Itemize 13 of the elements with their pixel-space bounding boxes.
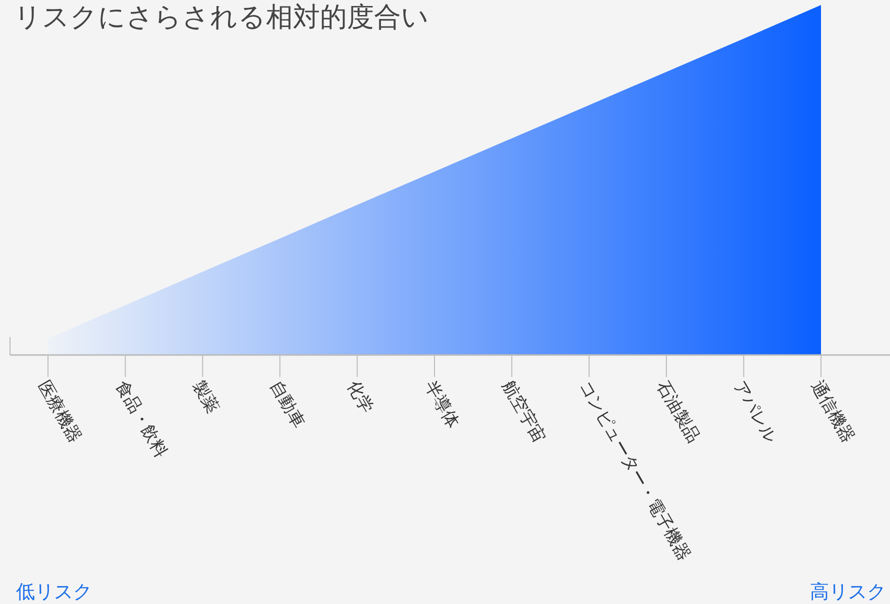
x-tick-label: 航空宇宙 <box>497 378 549 446</box>
x-tick-label: アパレル <box>729 378 781 446</box>
x-tick-label: 製薬 <box>188 378 223 417</box>
text: 高リスク <box>810 581 886 603</box>
text: 低リスク <box>16 581 92 603</box>
x-tick-label: 石油製品 <box>652 378 704 446</box>
chart-title: リスクにさらされる相対的度合い <box>14 2 429 33</box>
x-tick-label: 医療機器 <box>34 378 85 446</box>
x-tick-label: 化学 <box>342 378 378 417</box>
x-tick-label: 食品・飲料 <box>110 378 171 462</box>
x-tick-label: 半導体 <box>420 378 463 432</box>
x-tick-label: 通信機器 <box>806 378 858 446</box>
x-tick-label: 自動車 <box>266 378 308 432</box>
